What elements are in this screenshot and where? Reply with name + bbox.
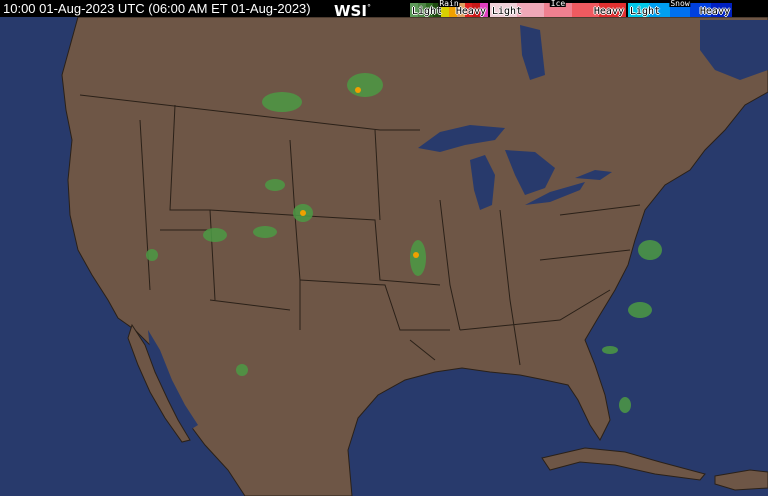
snow-color-swatch bbox=[690, 3, 712, 17]
rain-light-label: Light bbox=[412, 6, 443, 17]
legend-snow: Light Heavy Snow bbox=[628, 0, 732, 17]
ice-color-swatch bbox=[517, 3, 545, 17]
brand-mark: ° bbox=[366, 3, 371, 12]
rain-legend-title: Rain bbox=[438, 0, 460, 8]
timestamp-bar: 10:00 01-Aug-2023 UTC (06:00 AM ET 01-Au… bbox=[0, 0, 768, 20]
rain-color-swatch bbox=[464, 3, 473, 17]
timestamp: 10:00 01-Aug-2023 UTC (06:00 AM ET 01-Au… bbox=[3, 1, 311, 16]
snow-color-swatch bbox=[648, 3, 670, 17]
rain-color-swatch bbox=[441, 3, 449, 17]
legend-ice: Light Heavy Ice bbox=[490, 0, 626, 17]
rain-color-swatch bbox=[410, 3, 418, 17]
brand-text: WSI bbox=[334, 2, 367, 20]
precip-cell bbox=[262, 92, 302, 112]
ice-color-swatch bbox=[598, 3, 626, 17]
rain-color-swatch bbox=[433, 3, 442, 17]
rain-color-swatch bbox=[480, 3, 488, 17]
baja-peninsula bbox=[127, 323, 191, 443]
snow-light-label: Light bbox=[630, 6, 661, 17]
snow-color-swatch bbox=[711, 3, 732, 17]
ice-legend-title: Ice bbox=[549, 0, 567, 8]
snow-color-swatch bbox=[628, 3, 649, 17]
rain-color-swatch bbox=[425, 3, 434, 17]
ice-color-swatch bbox=[571, 3, 599, 17]
precip-cell bbox=[602, 346, 618, 354]
wsi-logo: WSI° bbox=[334, 0, 371, 20]
precip-cell bbox=[347, 73, 383, 97]
cuba bbox=[541, 447, 706, 481]
rain-color-swatch bbox=[456, 3, 465, 17]
precip-cell bbox=[203, 228, 227, 242]
precip-cell bbox=[265, 179, 285, 191]
lake-erie bbox=[525, 182, 585, 205]
precip-cell bbox=[236, 364, 248, 376]
precip-cell bbox=[146, 249, 158, 261]
lake-ontario bbox=[575, 170, 612, 180]
rain-color-swatch bbox=[472, 3, 481, 17]
lake-winnipeg bbox=[520, 25, 545, 80]
precip-cell bbox=[410, 240, 426, 276]
precip-cell bbox=[638, 240, 662, 260]
state-borders bbox=[79, 94, 641, 366]
lake-michigan bbox=[470, 155, 495, 210]
heavy-precip-cores bbox=[300, 87, 419, 258]
gulf-of-california bbox=[148, 330, 198, 430]
rain-color-swatch bbox=[448, 3, 457, 17]
precip-cell bbox=[628, 302, 652, 318]
precip-cell bbox=[253, 226, 277, 238]
rain-heavy-label: Heavy bbox=[455, 6, 486, 17]
snow-legend-title: Snow bbox=[669, 0, 691, 8]
hispaniola bbox=[714, 469, 768, 491]
rain-color-swatch bbox=[417, 3, 426, 17]
precip-cell bbox=[619, 397, 631, 413]
gulf-of-st-lawrence bbox=[700, 20, 768, 80]
snow-heavy-label: Heavy bbox=[699, 6, 730, 17]
lake-huron bbox=[505, 150, 555, 195]
legend-rain: Light Heavy Rain bbox=[410, 0, 488, 17]
ice-heavy-label: Heavy bbox=[593, 6, 624, 17]
ice-light-label: Light bbox=[492, 6, 523, 17]
ice-color-swatch bbox=[490, 3, 518, 17]
lake-superior bbox=[418, 125, 505, 152]
